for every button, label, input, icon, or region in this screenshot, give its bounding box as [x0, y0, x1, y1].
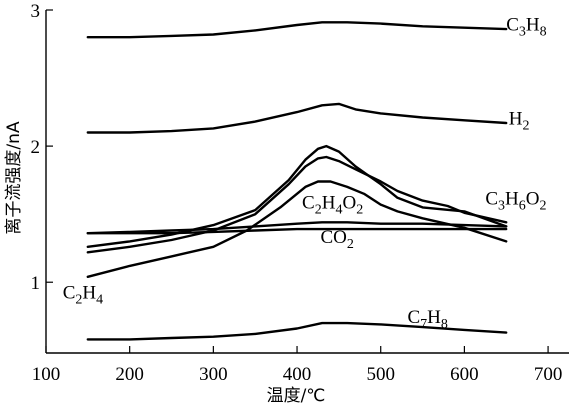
series-line-c3h6o2: [86, 180, 508, 278]
series-label-c2h4: C2H4: [63, 283, 103, 308]
series-line-c7h8: [86, 321, 508, 341]
y-tick-label-3: 3: [31, 1, 41, 22]
tick-labels: 100 200 300 400 500 600 700 1 2 3: [31, 1, 563, 385]
x-tick-label-300: 300: [199, 364, 228, 385]
series-label-c3h6o2: C3H6O2: [485, 189, 546, 214]
y-tick-label-2: 2: [31, 137, 41, 158]
x-tick-label-200: 200: [115, 364, 144, 385]
series-line-co2: [86, 221, 508, 235]
series-line-h2: [86, 102, 508, 134]
series-label-co2: CO2: [320, 227, 353, 252]
y-tick-label-1: 1: [31, 273, 41, 294]
series-label-c3h8: C3H8: [506, 14, 546, 39]
series-labels: C3H8 H2 C2H4O2 C3H6O2 CO2 C2H4 C7H8: [63, 14, 547, 332]
x-tick-label-600: 600: [450, 364, 479, 385]
series-label-c7h8: C7H8: [407, 307, 447, 332]
axes: [45, 10, 569, 354]
tick-marks: [45, 9, 549, 353]
x-tick-label-100: 100: [32, 364, 61, 385]
series-lines: [86, 21, 508, 341]
series-label-h2: H2: [509, 108, 530, 133]
series-label-c2h4o2: C2H4O2: [302, 193, 363, 218]
x-tick-label-700: 700: [534, 364, 563, 385]
series-line-c3h8: [86, 21, 508, 39]
series-line-c2h4o2-b: [86, 155, 508, 254]
x-axis-title: 温度/℃: [267, 386, 326, 406]
x-tick-label-500: 500: [366, 364, 395, 385]
x-tick-label-400: 400: [283, 364, 312, 385]
y-axis-title: 离子流强度/nA: [4, 121, 24, 235]
series-line-c2h4: [86, 227, 508, 235]
